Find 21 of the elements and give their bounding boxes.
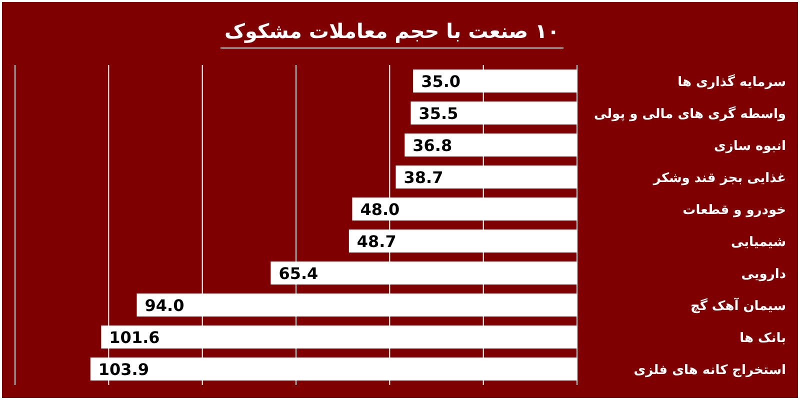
y-tick-label: واسطه گری های مالی و پولی (594, 106, 786, 122)
data-label: 48.0 (360, 200, 400, 219)
y-tick-label: سیمان آهک گچ (690, 297, 786, 314)
data-label: 94.0 (144, 296, 184, 315)
y-tick-label: بانک ها (740, 331, 786, 346)
data-label: 65.4 (278, 264, 318, 283)
chart-title: ۱۰ صنعت با حجم معاملات مشکوک (224, 19, 560, 43)
y-tick-label: غذایی بجز قند وشکر (652, 171, 786, 186)
data-label: 48.7 (356, 232, 396, 251)
y-tick-label: خودرو و قطعات (682, 203, 786, 218)
data-label: 35.5 (418, 104, 458, 123)
data-label: 101.6 (109, 328, 160, 347)
y-tick-label: شیمیایی (730, 235, 786, 250)
y-tick-label: انبوه سازی (714, 139, 786, 154)
y-tick-label: استخراج کانه های فلزی (634, 363, 786, 378)
data-label: 36.8 (412, 136, 452, 155)
data-label: 38.7 (404, 168, 444, 187)
y-tick-label: دارویی (741, 267, 786, 282)
data-label: 35.0 (421, 72, 461, 91)
y-tick-label: سرمایه گذاری ها (678, 74, 786, 90)
data-label: 103.9 (98, 360, 150, 379)
